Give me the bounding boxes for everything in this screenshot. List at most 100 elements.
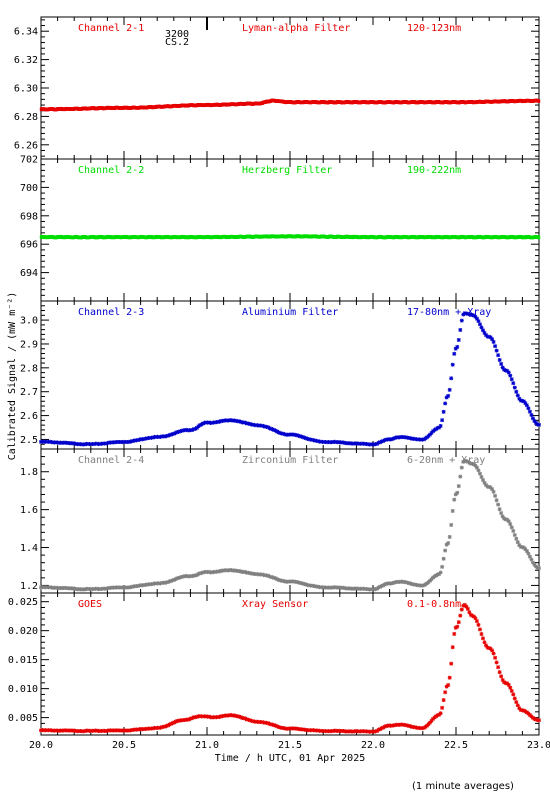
data-point: [243, 570, 248, 575]
data-point: [459, 318, 464, 323]
panel-frame: [40, 300, 540, 450]
data-point: [261, 424, 266, 429]
data-point: [537, 566, 541, 571]
data-point: [453, 346, 458, 351]
data-point: [190, 427, 195, 432]
data-point: [447, 387, 452, 392]
data-point: [459, 465, 464, 470]
data-point: [482, 480, 487, 485]
data-point: [452, 631, 457, 636]
data-point: [500, 677, 505, 682]
data-point: [509, 688, 514, 693]
data-point: [455, 624, 460, 629]
data-point: [184, 573, 189, 578]
data-point: [477, 471, 482, 476]
annotation-label-top: 3200: [165, 29, 189, 40]
data-point: [515, 540, 520, 545]
channel-label: Channel 2-4: [78, 455, 144, 466]
data-point: [405, 580, 410, 585]
data-point: [158, 581, 163, 586]
data-point: [170, 721, 175, 726]
footer-note: (1 minute averages): [412, 781, 514, 792]
data-point: [173, 577, 178, 582]
data-point: [296, 433, 301, 438]
filter-label: Lyman-alpha Filter: [242, 23, 350, 34]
data-point: [480, 328, 485, 333]
data-point: [131, 584, 136, 589]
data-point: [196, 571, 201, 576]
data-point: [473, 616, 478, 621]
data-point: [200, 421, 205, 426]
data-point: [376, 727, 381, 732]
data-point: [496, 502, 501, 507]
data-point: [497, 670, 502, 675]
data-point: [247, 421, 252, 426]
data-point: [530, 416, 535, 421]
data-point: [441, 556, 446, 561]
data-point: [393, 580, 398, 585]
data-point: [207, 420, 212, 425]
data-point: [537, 422, 541, 427]
data-point: [490, 337, 495, 342]
data-point: [429, 430, 434, 435]
data-point: [465, 311, 470, 316]
data-point: [267, 574, 272, 579]
y-tick-label: 0.025: [8, 597, 38, 608]
data-point: [167, 433, 172, 438]
y-tick-label: 6.32: [14, 55, 38, 66]
data-point: [476, 468, 481, 473]
data-point: [217, 714, 222, 719]
data-point: [172, 577, 177, 582]
data-point: [474, 465, 479, 470]
y-tick-label: 1.4: [20, 543, 38, 554]
data-point: [446, 541, 451, 546]
data-point: [499, 674, 504, 679]
data-point: [282, 432, 287, 437]
y-tick-label: 6.28: [14, 112, 38, 123]
y-tick-label: 3.0: [20, 316, 38, 327]
data-point: [479, 632, 484, 637]
data-point: [217, 419, 222, 424]
data-point: [270, 427, 275, 432]
data-point: [467, 312, 472, 317]
data-point: [311, 583, 316, 588]
data-point: [491, 651, 496, 656]
y-tick-label: 0.010: [8, 684, 38, 695]
data-point: [246, 717, 251, 722]
data-point: [199, 570, 204, 575]
y-tick-label: 6.30: [14, 84, 38, 95]
data-point: [435, 572, 440, 577]
data-point: [184, 427, 189, 432]
filter-label: Xray Sensor: [242, 599, 308, 610]
data-point: [499, 361, 504, 366]
data-point: [494, 498, 499, 503]
data-point: [393, 435, 398, 440]
data-point: [512, 385, 517, 390]
data-point: [163, 724, 168, 729]
data-point: [169, 721, 174, 726]
panel-2: 694 696 698 700 702 Channel 2-2 Herzberg Filte…: [20, 155, 541, 302]
data-point: [493, 493, 498, 498]
panel-5: 0.005 0.010 0.015 0.020 0.025 GOES Xray Sensor…: [8, 592, 541, 736]
data-point: [82, 729, 87, 734]
data-point: [487, 334, 492, 339]
data-point: [435, 713, 440, 718]
data-point: [167, 579, 172, 584]
data-point: [499, 511, 504, 516]
data-point: [449, 522, 454, 527]
data-point: [473, 314, 478, 319]
data-point: [341, 728, 346, 733]
data-point: [450, 362, 455, 367]
data-point: [379, 439, 384, 444]
panel-frame: [40, 448, 540, 594]
filter-label: Aluminium Filter: [242, 307, 338, 318]
data-point: [465, 606, 470, 611]
data-point: [450, 508, 455, 513]
channel-label: Channel 2-3: [78, 307, 144, 318]
data-point: [238, 569, 243, 574]
data-point: [250, 719, 255, 724]
y-tick-label: 700: [20, 183, 38, 194]
data-point: [270, 575, 275, 580]
data-point: [509, 525, 514, 530]
